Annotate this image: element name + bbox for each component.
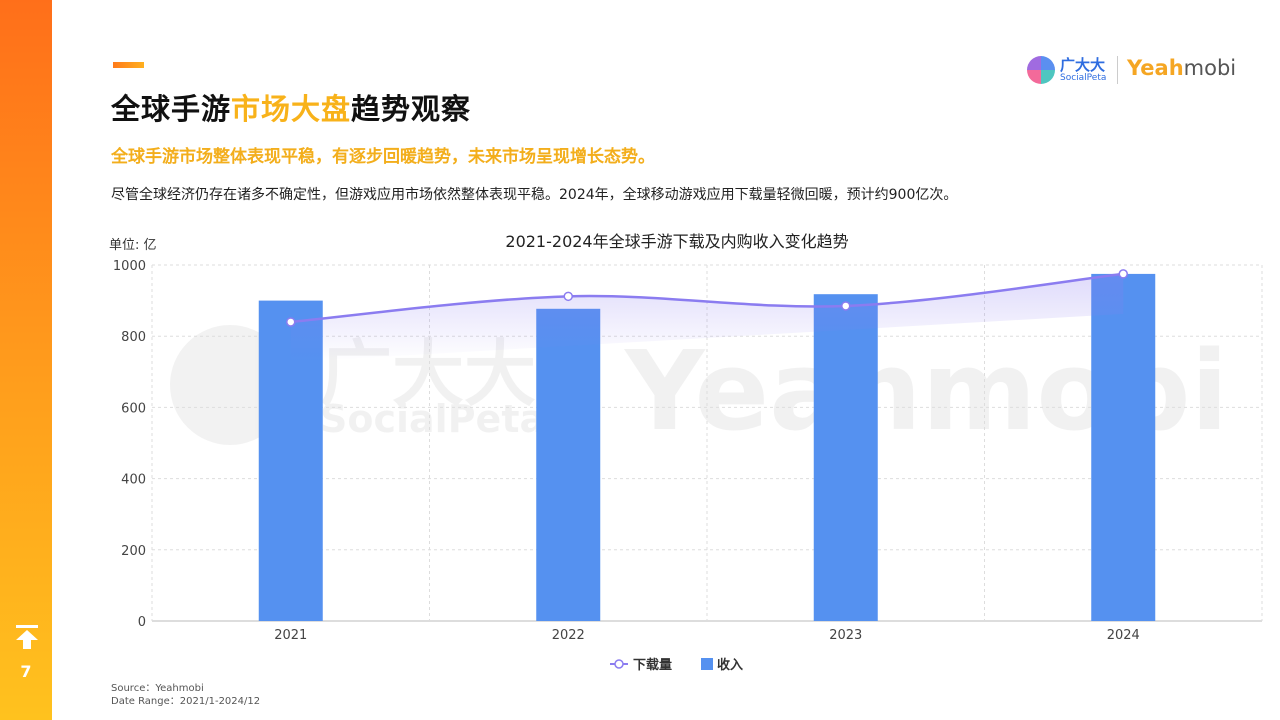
date-range-text: Date Range：2021/1-2024/12	[111, 696, 261, 707]
accent-dash	[113, 62, 144, 68]
page-subtitle: 全球手游市场整体表现平稳，有逐步回暖趋势，未来市场呈现增长态势。	[111, 147, 655, 167]
chart-container: 2021-2024年全球手游下载及内购收入变化趋势 单位: 亿 0 200 400 600…	[100, 226, 1270, 686]
y-tick-label: 800	[121, 330, 146, 345]
back-to-top-icon[interactable]	[14, 624, 40, 650]
source-text: Source：Yeahmobi	[111, 683, 204, 694]
chart-svg: 2021-2024年全球手游下载及内购收入变化趋势 单位: 亿 0 200 400 600…	[109, 232, 1263, 673]
logo-yeah: Yeah	[1127, 56, 1184, 80]
y-tick-label: 0	[138, 615, 146, 630]
x-tick-label: 2021	[274, 628, 307, 643]
legend-line-marker	[614, 659, 624, 669]
y-tick-label: 200	[121, 544, 146, 559]
line-point-2022	[563, 291, 573, 302]
line-point-2021	[286, 317, 296, 327]
logo-cn-text: 广大大	[1060, 56, 1106, 74]
bar-2022	[536, 308, 601, 621]
y-tick-label: 1000	[113, 259, 146, 274]
line-point-2023	[841, 301, 851, 311]
bar-2023	[813, 294, 878, 621]
unit-label: 单位: 亿	[109, 238, 157, 253]
x-tick-label: 2024	[1107, 628, 1140, 643]
logo-mobi: mobi	[1183, 56, 1237, 80]
page-description: 尽管全球经济仍存在诸多不确定性，但游戏应用市场依然整体表现平稳。2024年，全球…	[111, 187, 958, 203]
series-line-downloads	[290, 272, 1124, 324]
logo-en-text: SocialPeta	[1060, 73, 1107, 83]
page-title: 全球手游市场大盘趋势观察	[111, 86, 471, 128]
title-part1: 全球手游	[111, 92, 232, 126]
logo-separator	[1117, 56, 1118, 84]
brand-logo: 广大大 SocialPeta Yeahmobi	[1026, 54, 1236, 86]
bar-2024	[1091, 273, 1156, 621]
page-number: 7	[20, 662, 32, 681]
socialpeta-logo-icon	[1027, 56, 1055, 84]
source-note: Source：Yeahmobi Date Range：2021/1-2024/1…	[111, 682, 260, 708]
line-point-2024	[1118, 269, 1128, 279]
side-bar: 7	[0, 0, 52, 720]
x-tick-label: 2022	[552, 628, 585, 643]
x-tick-label: 2023	[829, 628, 862, 643]
y-tick-label: 400	[121, 473, 146, 488]
legend-bar-swatch	[701, 658, 713, 670]
title-highlight: 市场大盘	[231, 92, 352, 126]
y-tick-label: 600	[121, 401, 146, 416]
line-glow	[290, 273, 1124, 362]
legend-label-revenue: 收入	[717, 657, 743, 673]
title-part2: 趋势观察	[351, 92, 472, 126]
chart-title: 2021-2024年全球手游下载及内购收入变化趋势	[505, 232, 848, 251]
yeahmobi-logo-text: Yeahmobi	[1127, 56, 1236, 80]
legend-label-downloads: 下载量	[633, 657, 672, 673]
